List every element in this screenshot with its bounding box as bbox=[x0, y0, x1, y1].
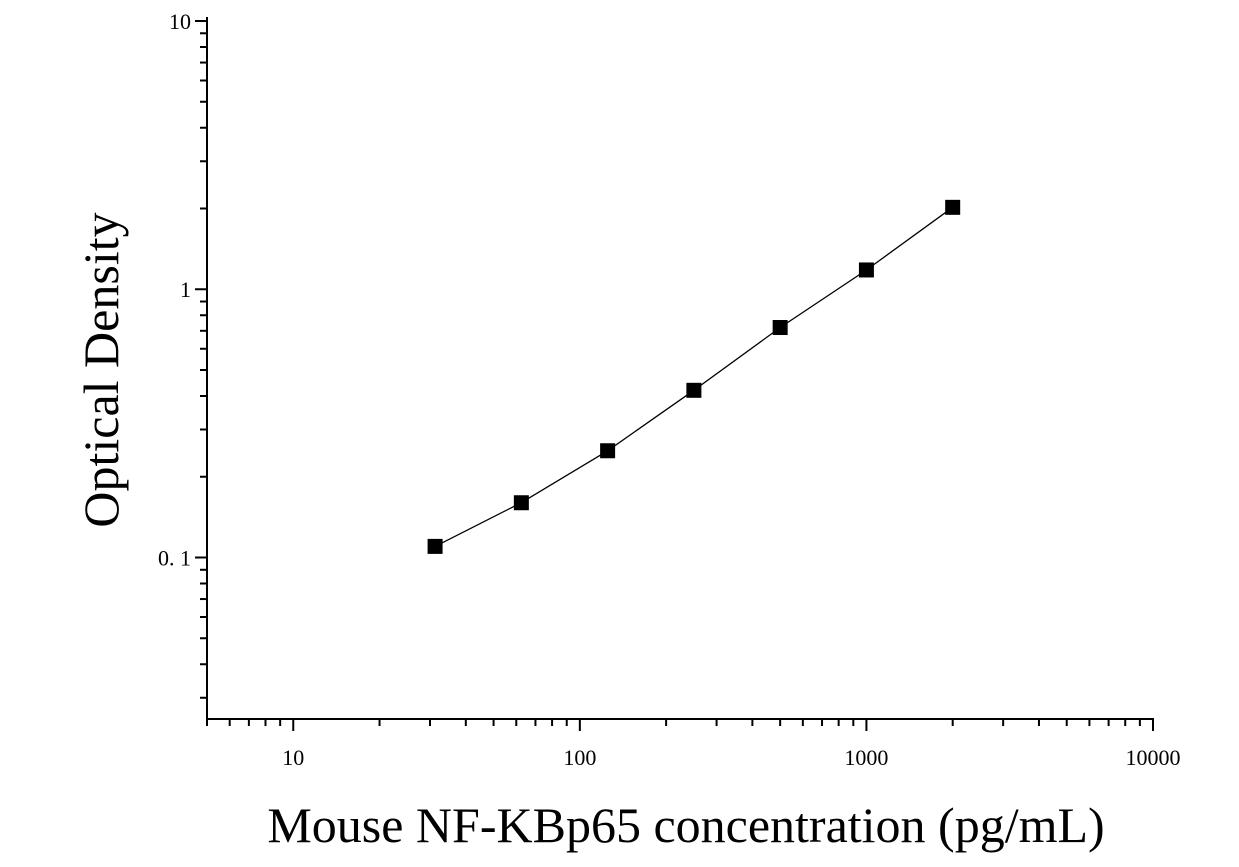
data-point bbox=[513, 495, 529, 511]
x-tick-label: 100 bbox=[563, 745, 596, 770]
x-axis-title: Mouse NF-KBp65 concentration (pg/mL) bbox=[267, 797, 1104, 853]
fit-curve-group bbox=[434, 206, 954, 547]
data-point bbox=[945, 199, 961, 215]
x-tick-label: 1000 bbox=[844, 745, 888, 770]
x-tick-label: 10 bbox=[282, 745, 304, 770]
y-tick-label: 0. 1 bbox=[158, 545, 191, 570]
y-tick-label: 1 bbox=[180, 277, 191, 302]
y-axis-title: Optical Density bbox=[73, 212, 129, 527]
y-tick-label: 10 bbox=[169, 9, 191, 34]
data-point bbox=[858, 262, 874, 278]
data-point bbox=[772, 320, 788, 336]
fit-curve bbox=[434, 206, 954, 547]
data-point bbox=[427, 538, 443, 554]
x-tick-label: 10000 bbox=[1126, 745, 1181, 770]
data-points bbox=[427, 199, 961, 554]
axes: 10 100 1000 10000 0. 1 1 10 bbox=[158, 9, 1181, 770]
data-point bbox=[600, 443, 616, 459]
data-point bbox=[686, 382, 702, 398]
